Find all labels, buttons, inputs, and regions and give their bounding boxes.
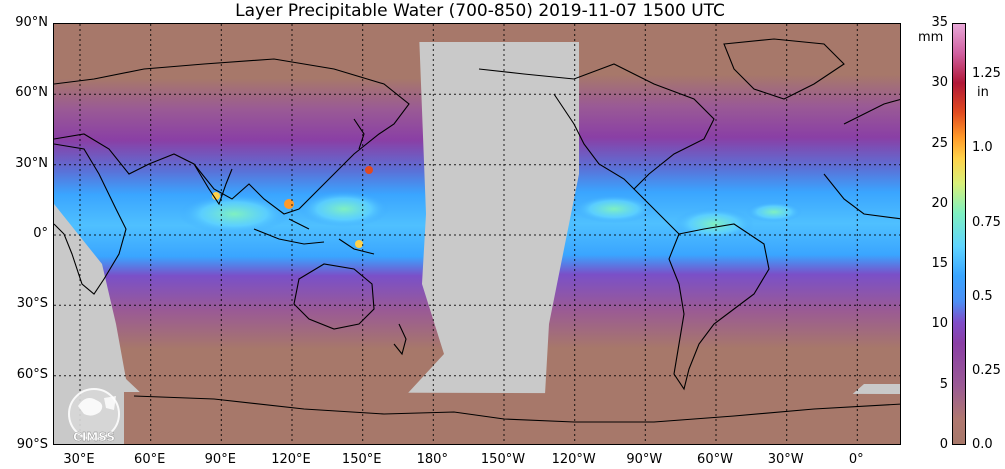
cimss-logo-text: CIMSS (73, 430, 115, 444)
colorbar-in-tick: 0.25 (972, 363, 1001, 378)
lon-label-0: 0° (848, 452, 864, 467)
colorbar-mm-tick: 5 (939, 377, 948, 392)
greenland-outline (723, 38, 845, 100)
central-america-outline (633, 188, 680, 235)
lon-label-120w: 120°W (551, 452, 596, 467)
colorbar-in-tick: 0.75 (972, 215, 1001, 230)
colorbar-in-tick: 1.0 (972, 140, 993, 155)
precipitable-water-map (54, 24, 900, 444)
africa-outline (54, 143, 127, 295)
map-title: Layer Precipitable Water (700-850) 2019-… (235, 1, 725, 21)
southern-polar-band (124, 392, 900, 444)
colorbar-mm-tick: 10 (931, 316, 948, 331)
cimss-logo: CIMSS (68, 388, 120, 444)
lat-label-90s: 90°S (16, 437, 48, 452)
lat-label-60s: 60°S (16, 367, 48, 382)
colorbar-mm-tick: 35 (931, 15, 948, 30)
colorbar-mm-tick: 20 (931, 196, 948, 211)
lat-label-60n: 60°N (15, 85, 48, 100)
australia-outline (293, 263, 375, 330)
west-africa-outline (823, 173, 900, 220)
northern-polar-band (54, 24, 900, 42)
lat-label-30n: 30°N (15, 156, 48, 171)
north-america-outline (478, 63, 715, 190)
colorbar-mm-tick: 25 (931, 136, 948, 151)
lon-label-150e: 150°E (341, 452, 382, 467)
india-outline (193, 163, 233, 206)
japan-outline (353, 118, 365, 150)
lon-label-90e: 90°E (204, 452, 236, 467)
lon-label-90w: 90°W (626, 452, 663, 467)
lon-label-150w: 150°W (480, 452, 526, 467)
colorbar (952, 23, 966, 445)
lon-label-120e: 120°E (271, 452, 311, 467)
colorbar-in-tick: 1.25 (972, 66, 1001, 81)
colorbar-in-tick: 0.0 (972, 437, 993, 452)
western-europe-outline (843, 98, 900, 125)
colorbar-in-tick: 0.5 (972, 289, 993, 304)
colorbar-mm-tick: 0 (939, 437, 948, 452)
lat-label-90n: 90°N (15, 15, 48, 30)
colorbar-mm-unit: mm (918, 30, 944, 45)
colorbar-mm-tick: 15 (931, 256, 948, 271)
lon-label-180: 180° (416, 452, 448, 467)
new-zealand-outline (393, 323, 407, 356)
lat-label-30s: 30°S (16, 296, 48, 311)
colorbar-in-unit: in (977, 85, 989, 100)
eurasia-outline (54, 58, 410, 215)
colorbar-mm-tick: 30 (931, 75, 948, 90)
lon-label-60w: 60°W (697, 452, 733, 467)
lon-label-60e: 60°E (134, 452, 166, 467)
map-panel[interactable] (53, 23, 901, 445)
lon-label-30w: 30°W (767, 452, 804, 467)
lon-label-30e: 30°E (63, 452, 95, 467)
lat-label-equator: 0° (33, 226, 48, 241)
south-america-outline (668, 223, 770, 391)
